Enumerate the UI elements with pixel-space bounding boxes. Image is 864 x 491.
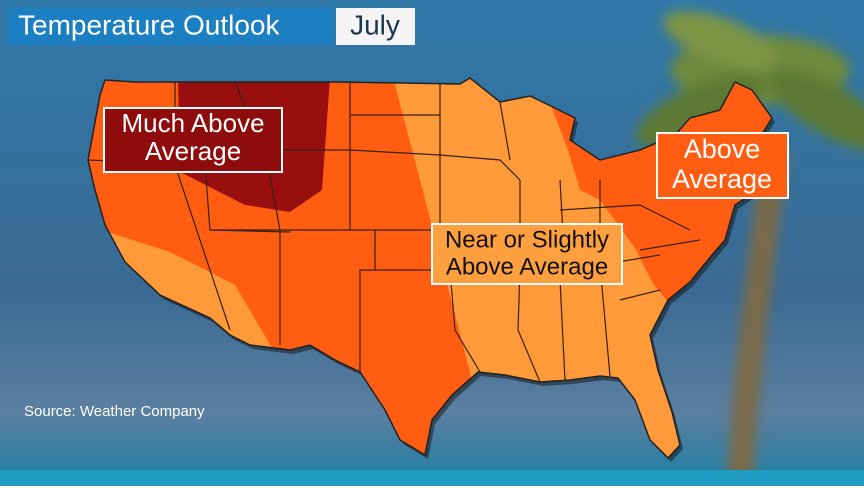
- title: Temperature Outlook: [18, 9, 280, 40]
- near-label: Near or Slightly: [445, 226, 609, 253]
- month: July: [350, 9, 400, 40]
- source: Source: Weather Company: [24, 403, 205, 420]
- near-label-box: [431, 223, 623, 285]
- much-above-label: Much Above: [121, 108, 264, 138]
- above-label-box: [656, 132, 789, 199]
- much-above-label-box: [103, 107, 283, 173]
- month-box: [336, 8, 415, 45]
- much-above-label: Average: [145, 136, 241, 166]
- above-label: Above: [684, 134, 761, 164]
- ocean: [0, 470, 864, 486]
- title-box: [8, 8, 334, 45]
- near-label: Above Average: [446, 253, 608, 280]
- above-label: Average: [672, 164, 772, 194]
